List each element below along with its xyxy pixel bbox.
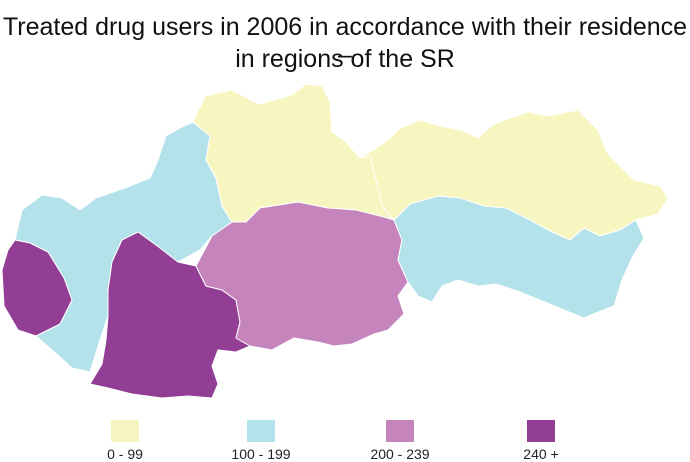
legend-swatch-2	[386, 420, 414, 442]
region-zilina	[192, 83, 395, 223]
legend-swatch-0	[111, 420, 139, 442]
legend-label-0: 0 - 99	[107, 446, 143, 462]
legend-swatch-3	[527, 420, 555, 442]
legend-label-3: 240 +	[523, 446, 559, 462]
map-title-line-2: in regions of the SR	[235, 45, 455, 73]
legend-label-2: 200 - 239	[370, 446, 430, 462]
legend-swatch-1	[247, 420, 275, 442]
legend-label-1: 100 - 199	[231, 446, 291, 462]
region-bratislava	[1, 239, 73, 337]
region-kosice	[393, 195, 645, 319]
region-banska-bystrica	[195, 201, 409, 351]
map-title-line-1: Treated drug users in 2006 in accordance…	[2, 13, 688, 69]
region-nitra	[89, 231, 251, 399]
